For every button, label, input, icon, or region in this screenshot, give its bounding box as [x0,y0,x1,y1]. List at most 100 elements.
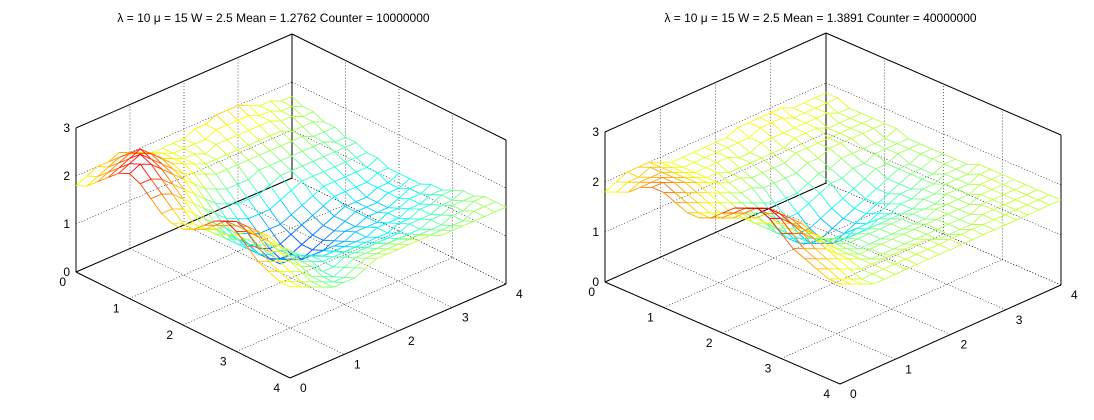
surface-mesh-segment [785,172,797,179]
surface-mesh-segment [853,178,866,189]
surface-mesh-segment [225,221,237,232]
surface-mesh-segment [651,176,663,183]
surface-mesh-segment [398,232,410,235]
surface-mesh-segment [801,223,814,234]
surface-mesh-segment [898,163,910,170]
grid-line [781,259,1003,359]
surface-mesh-segment [247,213,260,220]
surface-mesh-segment [841,152,853,159]
surface-mesh-segment [768,207,780,214]
surface-mesh-segment [881,248,894,255]
surface-mesh-segment [419,234,431,236]
surface-mesh-segment [818,157,831,169]
surface-mesh-segment [771,137,785,149]
surface-mesh-segment [759,117,772,124]
surface-mesh-segment [993,204,1005,211]
surface-mesh-segment [355,142,368,154]
surface-mesh-segment [978,163,991,170]
surface-mesh-segment [792,248,806,260]
surface-mesh-segment [869,238,881,245]
surface-mesh-segment [387,223,399,234]
surface-mesh-segment [409,208,421,210]
surface-mesh-segment [279,245,291,252]
surface-mesh-segment [854,198,866,209]
surface-mesh-segment [311,266,323,272]
surface-mesh-segment [684,182,698,193]
surface-mesh-segment [732,212,745,219]
surface-mesh-segment [398,223,410,234]
surface-mesh-segment [291,96,304,107]
surface-mesh-segment [740,177,753,189]
surface-mesh-segment [183,188,195,205]
surface-mesh-segment [376,253,388,260]
surface-mesh-segment [838,268,851,280]
surface-mesh-segment [441,189,453,191]
surface-mesh-segment [193,203,206,220]
surface-mesh-segment [204,218,216,230]
surface-mesh-segment [366,206,378,213]
surface-mesh-segment [312,121,325,133]
surface-mesh-segment [430,214,442,221]
surface-mesh-segment [824,238,837,250]
surface-mesh-segment [172,193,184,210]
surface-mesh-segment [323,225,335,232]
surface-mesh-segment [301,204,314,216]
surface-mesh-segment [312,161,325,172]
surface-mesh-segment [651,181,664,188]
surface-mesh-segment [258,164,271,171]
surface-mesh-segment [280,120,293,132]
surface-mesh-segment [355,226,367,233]
surface-mesh-segment [795,162,808,174]
surface-mesh-segment [695,177,708,184]
surface-mesh-segment [248,144,260,156]
surface-mesh-segment [948,223,961,230]
surface-mesh-segment [1038,204,1051,211]
surface-mesh-segment [1037,189,1050,196]
surface-mesh-segment [312,171,324,177]
surface-mesh-segment [674,192,687,204]
surface-mesh-segment [172,173,184,180]
surface-mesh-segment [816,112,828,119]
surface-mesh-segment [733,207,746,214]
surface-mesh-segment [215,154,228,160]
surface-mesh-segment [302,116,314,123]
surface-mesh-segment [398,188,410,199]
surface-mesh-segment [268,271,280,282]
surface-mesh-segment [463,200,474,202]
surface-mesh-segment [797,212,810,229]
surface-mesh-segment [377,211,388,214]
surface-mesh-segment [803,102,816,109]
surface-mesh-segment [322,255,334,258]
surface-mesh-segment [376,212,389,223]
surface-mesh-segment [129,163,141,175]
surface-mesh-segment [912,208,925,215]
surface-mesh-segment [452,200,464,206]
surface-mesh-segment [107,172,119,178]
surface-mesh-segment [719,202,732,214]
surface-mesh-segment [938,243,951,250]
surface-mesh-segment [300,281,312,288]
surface-mesh-segment [737,122,749,129]
surface-mesh-segment [162,152,174,159]
surface-mesh-segment [863,163,876,170]
surface-mesh-segment [172,223,184,230]
surface-mesh-segment [638,166,651,178]
surface-mesh-segment [979,168,991,175]
surface-mesh-segment [807,172,820,184]
grid-line [722,233,944,334]
surface-mesh-segment [322,251,334,257]
surface-mesh-segment [484,211,496,218]
surface-mesh-segment [408,228,421,235]
surface-mesh-segment [237,129,249,136]
surface-mesh-segment [323,166,335,172]
surface-mesh-segment [947,208,959,215]
surface-mesh-segment [193,213,206,230]
surface-mesh-segment [957,188,970,195]
surface-mesh-segment [980,194,993,201]
surface-mesh-segment [409,183,421,190]
surface-mesh-segment [991,184,1004,190]
surface-mesh-segment [1038,194,1050,201]
surface-mesh-segment [365,257,377,260]
surface-mesh-segment [290,256,302,267]
surface-mesh-segment [376,242,388,245]
